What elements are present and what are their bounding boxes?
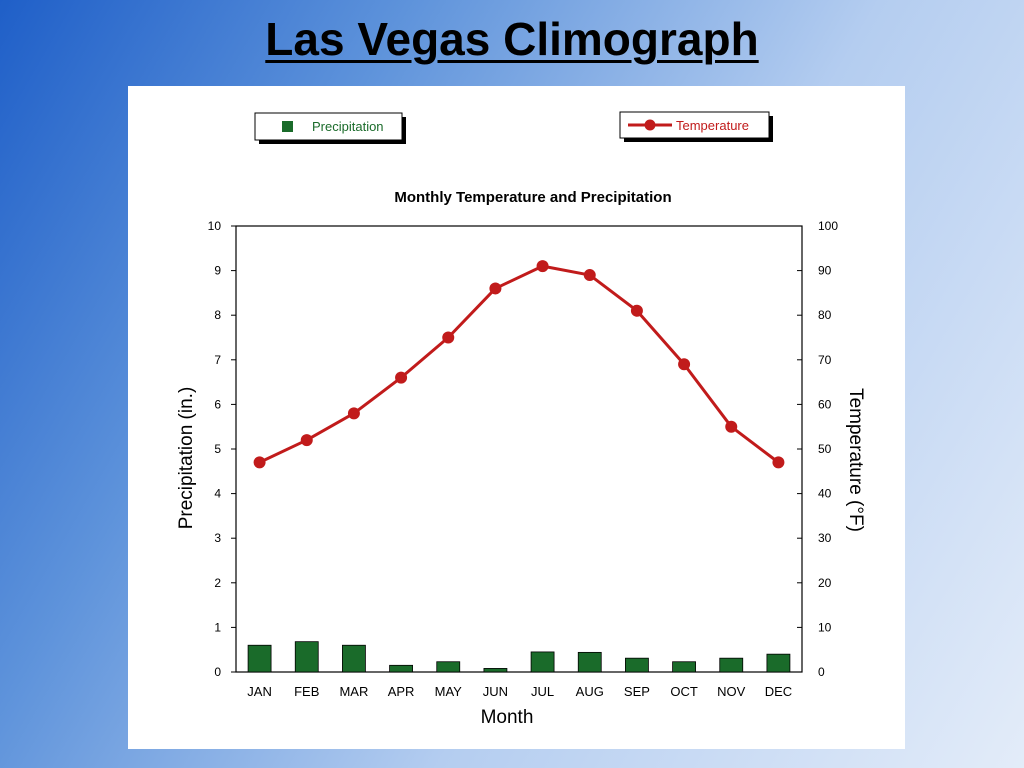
chart-panel: Precipitation Temperature Monthly Temper… bbox=[128, 86, 905, 749]
x-axis-tick-label: OCT bbox=[670, 684, 698, 699]
chart-title: Monthly Temperature and Precipitation bbox=[394, 189, 671, 206]
temperature-series bbox=[253, 260, 785, 469]
right-axis-tick-label: 100 bbox=[818, 219, 838, 233]
plot-area bbox=[235, 225, 803, 673]
precipitation-bar bbox=[389, 664, 413, 673]
right-axis: 0 10 20 30 40 50 60 70 80 90 100 bbox=[797, 219, 838, 679]
temperature-point bbox=[347, 407, 360, 420]
left-axis-tick-label: 4 bbox=[214, 487, 221, 501]
temperature-point bbox=[489, 282, 502, 295]
precipitation-bar bbox=[483, 668, 508, 673]
left-axis: 0 1 2 3 4 5 6 7 8 9 10 bbox=[208, 219, 236, 679]
right-axis-tick-label: 90 bbox=[818, 264, 832, 278]
legend-temperature: Temperature bbox=[619, 111, 773, 142]
left-axis-tick-label: 10 bbox=[208, 219, 222, 233]
left-axis-tick-label: 8 bbox=[214, 308, 221, 322]
climograph-chart: Precipitation Temperature Monthly Temper… bbox=[176, 111, 866, 728]
left-axis-tick-label: 9 bbox=[214, 264, 221, 278]
legend-precipitation-label: Precipitation bbox=[312, 119, 384, 134]
precipitation-bar bbox=[530, 651, 555, 673]
x-axis-label: Month bbox=[481, 707, 534, 728]
x-axis-tick-label: JUL bbox=[531, 684, 554, 699]
right-axis-tick-label: 20 bbox=[818, 576, 832, 590]
legend-precipitation: Precipitation bbox=[254, 112, 406, 144]
right-axis-tick-label: 0 bbox=[818, 665, 825, 679]
left-axis-tick-label: 5 bbox=[214, 442, 221, 456]
x-axis-tick-label: SEP bbox=[624, 684, 650, 699]
temperature-point bbox=[630, 304, 643, 317]
temperature-point bbox=[395, 371, 408, 384]
x-axis-tick-label: AUG bbox=[576, 684, 604, 699]
precipitation-bar bbox=[766, 653, 791, 673]
x-axis-tick-label: NOV bbox=[717, 684, 746, 699]
legend-precipitation-swatch bbox=[282, 121, 293, 132]
temperature-point bbox=[253, 456, 266, 469]
precipitation-bar bbox=[672, 661, 696, 673]
y-axis-left-label: Precipitation (in.) bbox=[176, 387, 197, 530]
right-axis-tick-label: 60 bbox=[818, 397, 832, 411]
slide-title: Las Vegas Climograph bbox=[265, 13, 759, 65]
y-axis-right-label: Temperature (°F) bbox=[845, 388, 866, 532]
x-axis-tick-label: JUN bbox=[483, 684, 508, 699]
temperature-point bbox=[583, 269, 596, 282]
x-axis-tick-label: MAR bbox=[339, 684, 368, 699]
left-axis-tick-label: 6 bbox=[214, 397, 221, 411]
x-axis-tick-label: APR bbox=[388, 684, 415, 699]
right-axis-tick-label: 10 bbox=[818, 620, 832, 634]
left-axis-tick-label: 7 bbox=[214, 353, 221, 367]
x-axis-tick-label: FEB bbox=[294, 684, 319, 699]
x-axis: JAN FEB MAR APR MAY JUN JUL AUG SEP OCT NOV DEC bbox=[247, 684, 792, 699]
temperature-point bbox=[300, 434, 313, 447]
temperature-point bbox=[772, 456, 785, 469]
temperature-line bbox=[258, 264, 780, 464]
temperature-point bbox=[442, 331, 455, 344]
right-axis-tick-label: 80 bbox=[818, 308, 832, 322]
left-axis-tick-label: 1 bbox=[214, 620, 221, 634]
precipitation-bars bbox=[247, 641, 791, 673]
x-axis-tick-label: JAN bbox=[247, 684, 272, 699]
right-axis-tick-label: 40 bbox=[818, 487, 832, 501]
left-axis-tick-label: 3 bbox=[214, 531, 221, 545]
precipitation-bar bbox=[342, 644, 366, 673]
right-axis-tick-label: 70 bbox=[818, 353, 832, 367]
left-axis-tick-label: 2 bbox=[214, 576, 221, 590]
legend-temperature-label: Temperature bbox=[676, 118, 749, 133]
x-axis-tick-label: DEC bbox=[765, 684, 792, 699]
temperature-point bbox=[725, 420, 738, 433]
precipitation-bar bbox=[436, 661, 461, 673]
right-axis-tick-label: 50 bbox=[818, 442, 832, 456]
precipitation-bar bbox=[577, 651, 602, 673]
right-axis-tick-label: 30 bbox=[818, 531, 832, 545]
legend-temperature-marker bbox=[644, 119, 656, 131]
temperature-point bbox=[678, 358, 691, 371]
precipitation-bar bbox=[719, 657, 744, 673]
precipitation-bar bbox=[247, 644, 272, 673]
x-axis-tick-label: MAY bbox=[435, 684, 463, 699]
precipitation-bar bbox=[294, 641, 319, 673]
left-axis-tick-label: 0 bbox=[214, 665, 221, 679]
temperature-point bbox=[536, 260, 549, 273]
precipitation-bar bbox=[625, 657, 649, 673]
